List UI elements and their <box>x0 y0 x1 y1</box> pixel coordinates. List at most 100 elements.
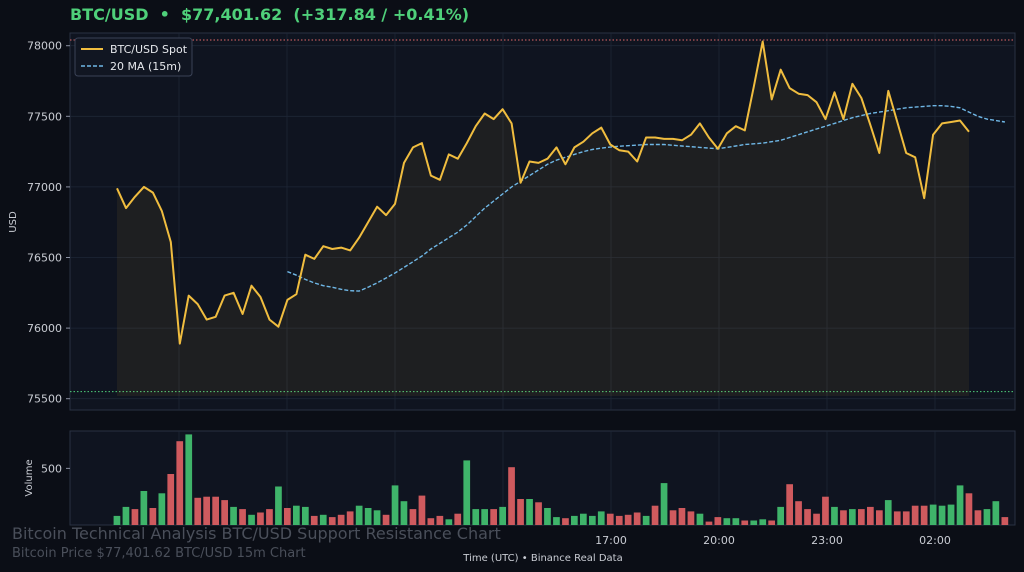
volume-bar <box>391 485 399 525</box>
volume-bar <box>947 504 955 525</box>
volume-bar <box>418 495 426 525</box>
volume-bar <box>346 511 354 525</box>
volume-bar <box>364 508 372 525</box>
y-axis-label: USD <box>8 211 19 233</box>
volume-bar <box>714 517 722 525</box>
volume-bar <box>140 491 148 525</box>
volume-bar <box>221 500 228 525</box>
volume-bar <box>212 496 219 525</box>
volume-bar <box>920 505 928 525</box>
volume-bar <box>902 511 910 525</box>
volume-bar <box>750 520 758 525</box>
volume-bar <box>194 497 202 525</box>
volume-bar <box>705 521 713 525</box>
volume-bar <box>284 508 291 525</box>
volume-axis-label: Volume <box>24 459 35 496</box>
volume-bar <box>867 506 874 525</box>
volume-bar <box>893 511 901 525</box>
volume-bar <box>911 505 919 525</box>
volume-bar <box>167 474 175 525</box>
volume-bar <box>687 511 695 525</box>
volume-bar <box>678 508 686 525</box>
volume-bar <box>185 434 193 525</box>
volume-bar <box>508 467 515 525</box>
volume-bar <box>571 515 578 525</box>
volume-bar <box>526 499 533 525</box>
volume-bar <box>355 505 363 525</box>
volume-bar <box>203 496 210 525</box>
price-header: BTC/USD • $77,401.62 (+317.84 / +0.41%) <box>70 5 469 24</box>
volume-bar <box>266 509 273 525</box>
volume-bar <box>535 502 542 525</box>
volume-bar <box>239 509 246 525</box>
price-area <box>117 41 969 396</box>
volume-bar <box>553 517 560 525</box>
volume-bar <box>400 501 408 525</box>
volume-bar <box>858 509 865 525</box>
volume-bar <box>580 513 587 525</box>
volume-bar <box>642 515 650 525</box>
volume-bar <box>544 508 551 525</box>
symbol-label: BTC/USD <box>70 5 149 24</box>
volume-bar <box>768 520 775 525</box>
volume-bar <box>472 509 480 525</box>
volume-bar <box>732 518 740 525</box>
volume-bar <box>633 512 641 525</box>
volume-bar <box>436 515 444 525</box>
price-panel <box>69 32 1016 411</box>
price-value: $77,401.62 <box>181 5 283 24</box>
volume-bar <box>517 499 524 525</box>
volume-bar <box>777 506 784 525</box>
volume-tick-label: 500 <box>41 462 62 475</box>
volume-bar <box>669 510 677 525</box>
volume-bar <box>490 509 497 525</box>
volume-bar <box>759 519 767 525</box>
volume-bar <box>328 517 336 525</box>
volume-bar <box>319 514 327 525</box>
volume-bar <box>373 510 381 525</box>
volume-bar <box>741 520 749 525</box>
volume-bars <box>113 434 1009 525</box>
support-resistance-levels <box>70 39 1015 393</box>
price-area-fill <box>117 41 969 396</box>
volume-bar <box>382 514 390 525</box>
volume-bar <box>176 441 184 525</box>
volume-bar <box>481 509 488 525</box>
y-ticks: 75500 76000 76500 77000 77500 78000 500 <box>27 40 70 475</box>
volume-bar <box>965 493 973 525</box>
volume-bar <box>822 496 829 525</box>
volume-bar <box>786 484 793 525</box>
volume-bar <box>597 511 605 525</box>
data-source: Binance Real Data <box>531 553 623 564</box>
volume-bar <box>938 505 946 525</box>
header-separator: • <box>159 5 170 24</box>
volume-bar <box>562 518 569 525</box>
volume-bar <box>1001 517 1009 525</box>
volume-bar <box>409 509 417 525</box>
volume-bar <box>248 514 255 525</box>
volume-bar <box>149 508 157 525</box>
legend-box <box>74 37 193 77</box>
volume-bar <box>337 514 345 525</box>
volume-bar <box>723 518 731 525</box>
x-tick-label: 23:00 <box>811 534 843 547</box>
watermark-subtitle: Bitcoin Price $77,401.62 BTC/USD 15m Cha… <box>12 546 306 561</box>
volume-bar <box>275 486 282 525</box>
volume-bar <box>131 509 139 525</box>
volume-bar <box>122 506 130 525</box>
legend-label-ma: 20 MA (15m) <box>110 60 181 73</box>
spot-price-line <box>116 40 970 345</box>
volume-bar <box>651 505 659 525</box>
volume-bar <box>589 515 596 525</box>
volume-bar <box>956 485 964 525</box>
volume-bar <box>992 501 1000 525</box>
y-tick-label: 77000 <box>27 181 62 194</box>
volume-bar <box>974 510 982 525</box>
x-axis-label: Time (UTC) <box>462 553 518 564</box>
volume-bar <box>876 510 883 525</box>
watermark-title: Bitcoin Technical Analysis BTC/USD Suppo… <box>12 524 501 543</box>
price-change: (+317.84 / +0.41%) <box>293 5 470 24</box>
volume-bar <box>310 515 318 525</box>
y-tick-label: 78000 <box>27 40 62 53</box>
